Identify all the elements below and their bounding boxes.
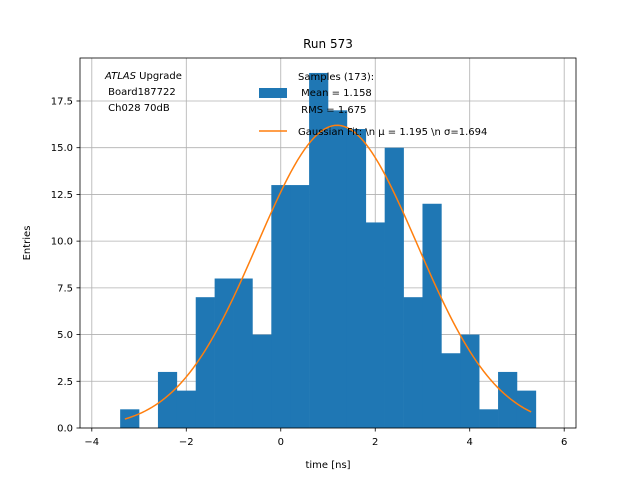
y-tick-label: 15.0 [51,143,73,154]
histogram-bar [157,371,178,428]
x-axis-label: time [ns] [305,460,350,471]
y-tick-label: 10.0 [51,237,73,248]
legend: Samples (173): Mean = 1.158 RMS = 1.675 … [259,72,487,138]
x-tick-label: 2 [372,437,378,448]
histogram-bar [233,278,253,428]
atlas-label-line: ATLAS Upgrade [104,71,182,82]
legend-fit-label: Gaussian Fit: \n μ = 1.195 \n σ=1.694 [298,127,487,138]
histogram-bar [176,390,197,428]
legend-hist-line-1: Samples (173): [298,72,374,83]
y-tick-label: 12.5 [51,190,73,201]
board-label: Board187722 [105,87,176,98]
x-tick-label: 6 [561,437,567,448]
histogram-bar [441,353,461,428]
plot-frame [79,57,577,429]
x-tick-label: 0 [278,437,284,448]
histogram-bar [403,297,423,428]
chart-title: Run 573 [303,37,353,51]
y-axis: 0.0 2.5 5.0 7.5 10.0 12.5 15.0 17.5 [51,96,80,435]
histogram-bar [214,278,234,428]
histogram-bar [422,203,442,428]
y-tick-label: 7.5 [57,283,73,294]
y-axis-label: Entries [22,226,33,261]
x-tick-label: −4 [84,437,99,448]
histogram-bar [290,185,310,428]
y-tick-label: 2.5 [57,377,73,388]
atlas-annotation: ATLAS Upgrade Board187722 Ch028 70dB [104,71,182,114]
histogram-bar [346,129,367,428]
gaussian-fit-curve [124,124,532,420]
y-tick-label: 17.5 [51,96,73,107]
histogram-bar [498,371,518,428]
upgrade-word: Upgrade [136,71,182,82]
histogram-bar [460,334,480,428]
y-tick-label: 0.0 [57,424,73,435]
histogram-bar [328,110,348,428]
histogram-bar [384,147,404,429]
legend-hist-line-3: RMS = 1.675 [298,105,366,116]
x-axis: −4 −2 0 2 4 6 [84,428,567,448]
legend-hist-line-2: Mean = 1.158 [298,88,372,99]
histogram-bar [120,409,140,428]
channel-label: Ch028 70dB [105,103,170,114]
histogram-bar [309,72,329,428]
histogram-bar [365,222,385,428]
histogram-bar [195,297,215,428]
histogram-bars [120,72,537,429]
legend-hist-swatch [259,88,287,98]
histogram-bar [479,409,499,428]
histogram-bar [271,185,291,428]
y-tick-label: 5.0 [57,330,73,341]
x-tick-label: −2 [179,437,194,448]
x-tick-label: 4 [467,437,473,448]
histogram-bar [252,334,272,428]
atlas-word: ATLAS [104,71,137,82]
